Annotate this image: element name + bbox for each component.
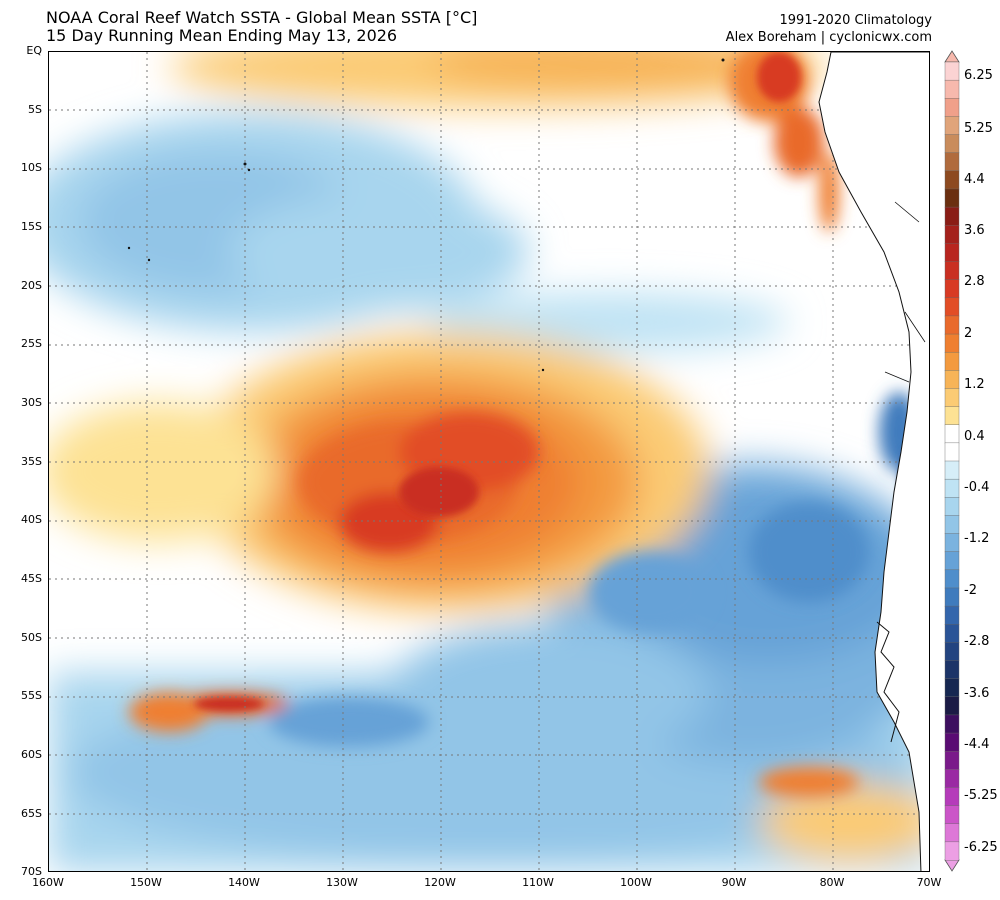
south-america-land: [818, 52, 929, 871]
lat-tick-label: 70S: [21, 865, 42, 878]
lon-tick-label: 80W: [819, 876, 845, 889]
colorbar-segment: [944, 805, 960, 825]
colorbar-segment: [944, 624, 960, 643]
colorbar-segment: [944, 424, 960, 444]
colorbar-segment: [944, 279, 960, 299]
colorbar-segment: [944, 460, 960, 480]
colorbar-segment: [944, 678, 960, 698]
colorbar-segment: [944, 333, 960, 353]
lon-tick-label: 120W: [424, 876, 456, 889]
lat-tick-label: 10S: [21, 161, 42, 174]
colorbar-segment: [944, 388, 960, 408]
colorbar-label: -5.25: [964, 788, 998, 803]
colorbar-segment: [944, 515, 960, 535]
lon-tick-label: 70W: [916, 876, 942, 889]
colorbar-segment: [944, 315, 960, 335]
credit-block: 1991-2020 Climatology Alex Boreham | cyc…: [726, 12, 932, 46]
colorbar-label: 2: [964, 326, 973, 341]
lat-tick-label: 40S: [21, 513, 42, 526]
colorbar-segment: [944, 551, 960, 571]
colorbar-label: 3.6: [964, 223, 985, 238]
lon-tick-label: 160W: [32, 876, 64, 889]
colorbar-segment: [944, 206, 960, 226]
colorbar-label: -6.25: [964, 840, 998, 855]
lat-tick-label: 20S: [21, 279, 42, 292]
colorbar-segment: [944, 225, 960, 244]
colorbar-segment: [944, 370, 960, 389]
title-block: NOAA Coral Reef Watch SSTA - Global Mean…: [46, 9, 477, 45]
colorbar-segment: [944, 61, 960, 81]
colorbar-segment: [944, 98, 960, 117]
lat-tick-label: 55S: [21, 689, 42, 702]
colorbar-segment: [944, 243, 960, 263]
colorbar-label: -2: [964, 583, 977, 598]
author-credit: Alex Boreham | cyclonicwx.com: [725, 30, 932, 45]
colorbar-segment: [944, 297, 960, 317]
colorbar-segment: [944, 261, 960, 281]
colorbar-label: -4.4: [964, 737, 990, 752]
colorbar-segment: [944, 351, 960, 371]
colorbar-segment: [944, 769, 960, 788]
lat-tick-label: 30S: [21, 396, 42, 409]
climatology-label: 1991-2020 Climatology: [779, 13, 932, 28]
lon-tick-label: 110W: [522, 876, 554, 889]
map-subtitle: 15 Day Running Mean Ending May 13, 2026: [46, 26, 398, 45]
colorbar-segment: [944, 714, 960, 734]
colorbar-label: 4.4: [964, 172, 985, 187]
colorbar-segment: [944, 188, 960, 208]
colorbar-label: 6.25: [964, 68, 993, 83]
colorbar-segment: [944, 587, 960, 607]
lat-tick-label: 50S: [21, 631, 42, 644]
colorbar-label: 2.8: [964, 274, 985, 289]
colorbar-segment: [944, 152, 960, 172]
lat-tick-label: 45S: [21, 572, 42, 585]
lon-tick-label: 140W: [228, 876, 260, 889]
colorbar-segment: [944, 841, 960, 861]
colorbar-segment: [944, 605, 960, 625]
lat-tick-label: 65S: [21, 807, 42, 820]
colorbar-segment: [944, 750, 960, 770]
lat-tick-label: 35S: [21, 455, 42, 468]
colorbar-label: 1.2: [964, 377, 985, 392]
lon-tick-label: 100W: [620, 876, 652, 889]
ssta-field: [49, 52, 929, 871]
colorbar-label: 0.4: [964, 429, 985, 444]
colorbar: [944, 50, 960, 872]
map-title: NOAA Coral Reef Watch SSTA - Global Mean…: [46, 8, 478, 27]
lat-tick-label: 5S: [28, 103, 42, 116]
colorbar-segment: [944, 660, 960, 680]
colorbar-segment: [944, 732, 960, 752]
colorbar-segment: [944, 478, 960, 498]
colorbar-segment: [944, 497, 960, 516]
colorbar-segment: [944, 116, 960, 136]
ssta-map: [48, 51, 930, 872]
lat-tick-label: 60S: [21, 748, 42, 761]
lat-tick-label: EQ: [26, 44, 42, 57]
colorbar-segment: [944, 170, 960, 190]
colorbar-label: -2.8: [964, 634, 990, 649]
colorbar-segment: [944, 134, 960, 154]
colorbar-label: -1.2: [964, 531, 990, 546]
lat-tick-label: 25S: [21, 337, 42, 350]
colorbar-segment: [944, 569, 960, 589]
colorbar-label: -3.6: [964, 686, 990, 701]
colorbar-segment: [944, 696, 960, 716]
colorbar-label: 5.25: [964, 121, 993, 136]
colorbar-segment: [944, 823, 960, 843]
colorbar-segment: [944, 642, 960, 661]
colorbar-segment: [944, 406, 960, 426]
lon-tick-label: 130W: [326, 876, 358, 889]
lon-tick-label: 150W: [130, 876, 162, 889]
colorbar-label: -0.4: [964, 480, 990, 495]
colorbar-segment: [944, 533, 960, 553]
colorbar-segment: [944, 787, 960, 807]
lat-tick-label: 15S: [21, 220, 42, 233]
colorbar-segment: [944, 442, 960, 462]
lon-tick-label: 90W: [721, 876, 747, 889]
colorbar-segment: [944, 79, 960, 99]
